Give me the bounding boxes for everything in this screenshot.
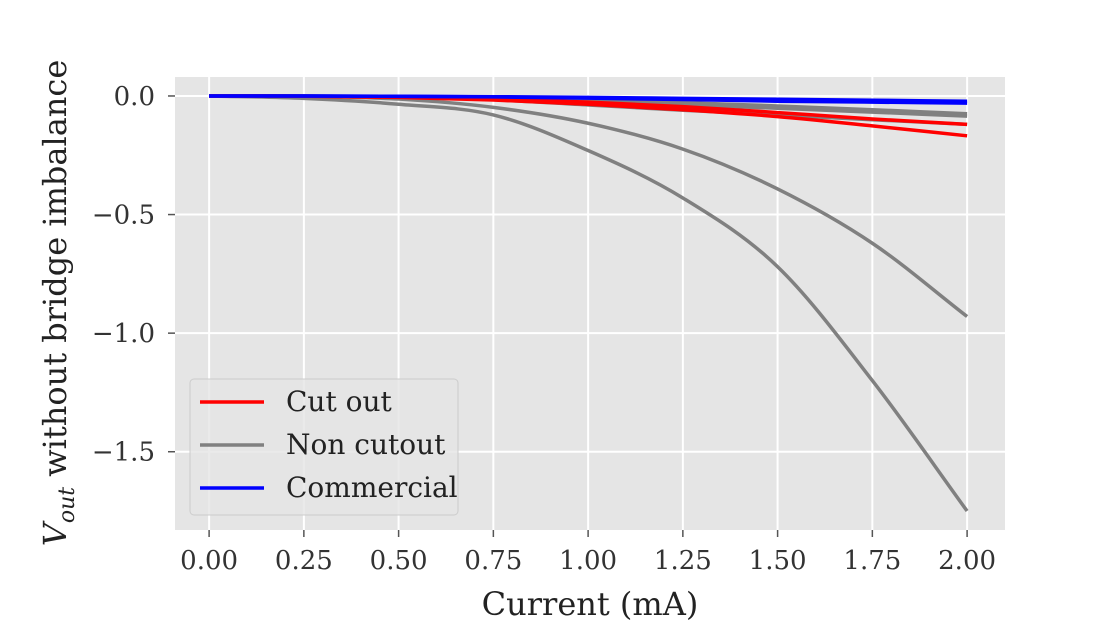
y-tick-label: −0.5 xyxy=(92,201,155,231)
y-axis-label: Vout without bridge imbalance xyxy=(36,60,80,547)
legend-box xyxy=(189,378,459,516)
x-tick-label: 1.00 xyxy=(559,546,617,576)
x-tick-label: 2.00 xyxy=(938,546,996,576)
x-tick-label: 0.50 xyxy=(370,546,428,576)
legend-label-non-cutout: Non cutout xyxy=(286,428,446,461)
y-tick-label: −1.0 xyxy=(92,319,155,349)
legend: Cut out Non cutout Commercial xyxy=(189,378,459,516)
x-tick-label: 1.75 xyxy=(843,546,901,576)
legend-items: Cut out Non cutout Commercial xyxy=(200,385,458,504)
x-tick-label: 1.25 xyxy=(654,546,712,576)
x-tick-label: 1.50 xyxy=(749,546,807,576)
legend-label-cut-out: Cut out xyxy=(286,385,393,418)
y-axis-label-text: without bridge imbalance xyxy=(36,60,74,487)
series-line-commercial xyxy=(209,94,968,103)
series-layer xyxy=(209,94,969,513)
y-axis-label-var: V xyxy=(36,520,74,546)
x-tick-label: 0.25 xyxy=(275,546,333,576)
x-tick-label: 0.00 xyxy=(180,546,238,576)
y-tick-label: −1.5 xyxy=(92,438,155,468)
x-tick-label: 0.75 xyxy=(464,546,522,576)
x-axis-label: Current (mA) xyxy=(482,585,699,623)
legend-label-commercial: Commercial xyxy=(286,471,458,504)
y-tick-label: 0.0 xyxy=(114,82,155,112)
y-axis-ticks: 0.0 −0.5 −1.0 −1.5 xyxy=(92,82,175,468)
series-line-non-cutout xyxy=(209,94,969,513)
y-axis-label-sub: out xyxy=(55,487,80,523)
x-axis-ticks: 0.00 0.25 0.50 0.75 1.00 1.25 1.50 1.75 2.00 xyxy=(180,530,996,576)
